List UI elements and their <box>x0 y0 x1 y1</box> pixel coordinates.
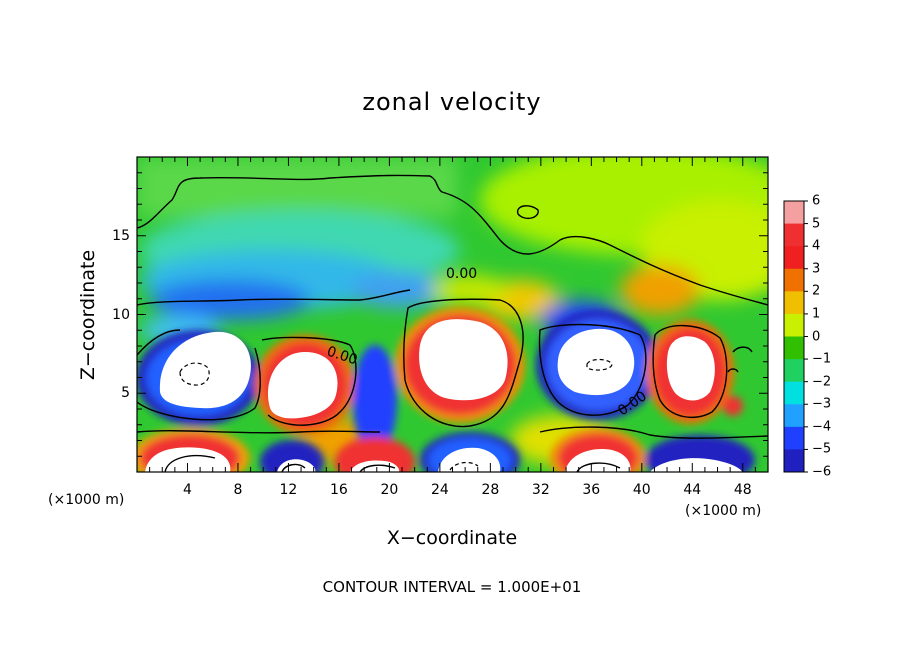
colorbar-level-label: −1 <box>812 351 832 367</box>
x-tick-label: 4 <box>183 482 192 498</box>
colorbar-level-label: −3 <box>812 396 832 412</box>
colorbar-swatch <box>784 404 804 428</box>
chart-title: zonal velocity <box>362 88 542 116</box>
y-tick-label: 10 <box>112 306 130 323</box>
x-tick-label: 44 <box>683 482 702 498</box>
colorbar-level-label: −4 <box>812 419 832 435</box>
colorbar-swatch <box>784 426 804 450</box>
x-tick-label: 24 <box>430 482 449 498</box>
x-tick-label: 12 <box>279 482 298 498</box>
colorbar-swatch <box>784 201 804 225</box>
x-tick-label: 16 <box>329 482 348 498</box>
colorbar-level-label: −6 <box>812 464 832 480</box>
x-tick-label: 28 <box>481 482 500 498</box>
heatmap-field: 0.00 0.00 0.00 <box>137 157 768 472</box>
colorbar-level-label: −5 <box>812 441 832 457</box>
colorbar-swatch <box>784 313 804 337</box>
x-unit-note-right: (×1000 m) <box>685 503 762 519</box>
colorbar-swatch <box>784 246 804 270</box>
x-tick-label: 32 <box>531 482 550 498</box>
y-axis <box>137 172 768 457</box>
x-tick-label: 36 <box>582 482 601 498</box>
colorbar-level-label: 3 <box>812 261 821 277</box>
colorbar <box>783 200 808 473</box>
x-unit-note-left: (×1000 m) <box>48 492 125 508</box>
x-tick-label: 40 <box>632 482 651 498</box>
colorbar-swatch <box>784 268 804 292</box>
x-tick-label: 20 <box>380 482 399 498</box>
colorbar-swatch <box>784 291 804 315</box>
colorbar-swatch <box>784 359 804 383</box>
colorbar-level-label: 2 <box>812 283 821 299</box>
colorbar-swatch <box>784 336 804 360</box>
colorbar-level-label: 1 <box>812 306 821 322</box>
x-tick-label: 8 <box>233 482 243 498</box>
colorbar-swatch <box>784 449 804 473</box>
y-tick-label: 15 <box>112 227 130 244</box>
colorbar-level-label: 4 <box>812 238 821 254</box>
y-tick-label: 5 <box>121 385 130 402</box>
colorbar-level-label: 0 <box>812 329 821 344</box>
x-axis <box>149 157 756 472</box>
x-axis-label: X−coordinate <box>386 527 518 549</box>
colorbar-level-label: 5 <box>812 216 821 232</box>
x-tick-label: 48 <box>733 482 752 498</box>
colorbar-level-label: 6 <box>812 193 821 209</box>
contour-label: 0.00 <box>446 266 477 282</box>
contour-interval: CONTOUR INTERVAL = 1.000E+01 <box>322 578 582 596</box>
colorbar-swatch <box>784 381 804 405</box>
colorbar-swatch <box>784 223 804 247</box>
colorbar-level-label: −2 <box>812 374 832 390</box>
